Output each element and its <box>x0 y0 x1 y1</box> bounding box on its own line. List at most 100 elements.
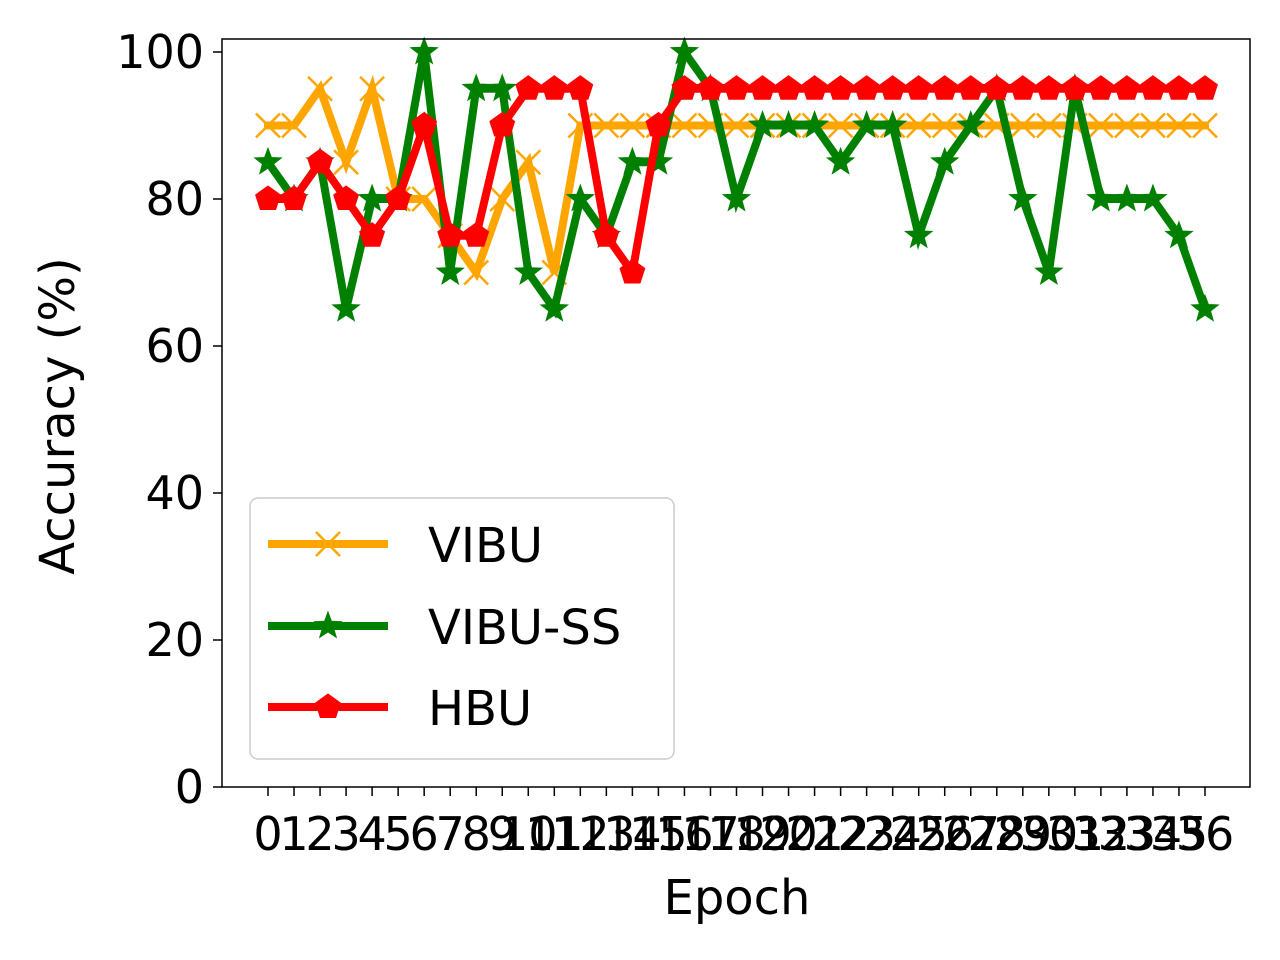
data-point <box>956 110 986 139</box>
data-point <box>877 110 908 139</box>
data-point <box>1138 183 1168 212</box>
x-tick-label: 18 <box>707 807 766 861</box>
data-point <box>723 75 750 100</box>
x-tick-label: 6 <box>410 807 439 861</box>
data-point <box>1061 75 1088 100</box>
legend-item: VIBU-SS <box>268 600 621 656</box>
data-point <box>931 75 958 100</box>
y-axis: 0 20 40 60 80 100 <box>116 25 222 814</box>
series-hbu <box>255 75 1218 284</box>
x-tick-label: 8 <box>462 807 491 861</box>
data-point <box>593 112 620 139</box>
data-point <box>1166 112 1192 139</box>
data-point <box>1192 112 1218 139</box>
data-point <box>331 293 361 322</box>
data-point <box>799 110 830 139</box>
x-tick-label: 7 <box>436 807 465 861</box>
data-point <box>515 75 542 100</box>
data-point <box>333 149 359 176</box>
y-tick-label: 80 <box>145 172 204 226</box>
data-point <box>307 75 333 102</box>
legend-label: HBU <box>428 681 532 737</box>
x-tick-label: 11 <box>525 807 584 861</box>
data-point <box>1164 220 1194 249</box>
legend: VIBU VIBU-SS HBU <box>249 497 675 760</box>
data-point <box>645 111 672 137</box>
x-tick-label: 0 <box>253 807 282 861</box>
data-point <box>773 110 804 139</box>
data-point <box>593 222 620 247</box>
data-point <box>723 112 750 139</box>
x-tick-label: 36 <box>1176 807 1235 861</box>
data-point <box>1088 112 1114 139</box>
data-point <box>851 110 882 139</box>
series-vibu-ss <box>253 36 1220 322</box>
data-point <box>1139 75 1166 100</box>
x-tick-label: 2 <box>305 807 334 861</box>
data-point <box>1112 183 1142 212</box>
data-point <box>281 112 307 139</box>
x-tick-label: 14 <box>603 807 662 861</box>
data-point <box>489 186 516 212</box>
data-point <box>1166 75 1192 100</box>
x-tick-label: 23 <box>837 807 896 861</box>
data-point <box>930 146 960 175</box>
x-tick-label: 13 <box>577 807 636 861</box>
data-point <box>541 75 568 100</box>
data-point <box>619 258 646 284</box>
legend-label: VIBU <box>428 518 543 574</box>
data-point <box>1086 183 1116 212</box>
data-point <box>253 146 283 175</box>
x-tick-label: 10 <box>499 807 558 861</box>
x-tick-label: 19 <box>733 807 792 861</box>
data-point <box>1008 183 1038 212</box>
data-point <box>409 36 439 65</box>
data-point <box>435 257 465 286</box>
data-point <box>879 75 906 100</box>
data-point <box>697 75 724 100</box>
legend-marker <box>315 531 341 557</box>
data-point <box>437 222 464 247</box>
x-tick-label: 12 <box>551 807 610 861</box>
x-axis-label: Epoch <box>664 870 811 926</box>
data-point <box>463 259 490 286</box>
data-point <box>359 222 386 247</box>
data-point <box>487 73 517 102</box>
legend-item: VIBU <box>268 518 543 574</box>
x-tick-label: 33 <box>1098 807 1157 861</box>
x-tick-label: 27 <box>941 807 1000 861</box>
data-point <box>255 185 281 211</box>
data-point <box>281 185 307 211</box>
data-point <box>1114 112 1140 139</box>
y-tick-label: 40 <box>145 466 204 520</box>
x-tick-label: 28 <box>968 807 1027 861</box>
data-point <box>567 75 594 100</box>
x-tick-label: 21 <box>785 807 844 861</box>
x-tick-label: 29 <box>994 807 1053 861</box>
data-point <box>565 183 596 212</box>
data-point <box>1192 75 1218 100</box>
data-point <box>905 112 932 139</box>
y-tick-label: 20 <box>145 613 204 667</box>
x-tick-label: 5 <box>383 807 412 861</box>
data-point <box>619 112 646 139</box>
data-point <box>905 75 932 100</box>
y-tick-label: 60 <box>145 319 204 373</box>
x-tick-label: 35 <box>1150 807 1209 861</box>
x-tick-label: 31 <box>1046 807 1105 861</box>
data-point <box>825 146 856 175</box>
data-point <box>539 293 570 322</box>
y-axis-label: Accuracy (%) <box>30 257 86 574</box>
data-point <box>1113 75 1140 100</box>
series-lines <box>253 36 1220 322</box>
x-tick-label: 32 <box>1072 807 1131 861</box>
data-point <box>827 75 854 100</box>
x-tick-label: 25 <box>889 807 948 861</box>
x-tick-label: 1 <box>279 807 308 861</box>
data-point <box>1140 112 1166 139</box>
data-point <box>775 75 802 100</box>
legend-marker <box>315 693 341 719</box>
x-tick-label: 26 <box>915 807 974 861</box>
data-point <box>747 110 778 139</box>
